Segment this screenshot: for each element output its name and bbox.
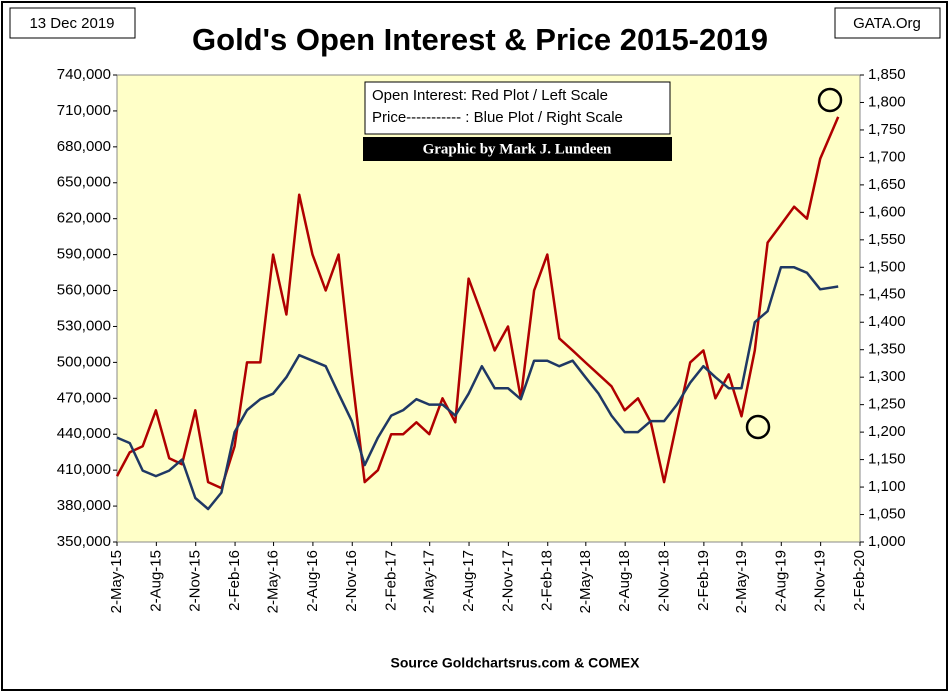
x-tick-label: 2-Feb-18: [539, 550, 556, 611]
x-tick-label: 2-Nov-19: [812, 550, 829, 612]
x-tick-label: 2-Aug-15: [147, 550, 164, 612]
x-tick-label: 2-Feb-20: [851, 550, 868, 611]
legend-text: Price----------- : Blue Plot / Right Sca…: [372, 109, 623, 126]
y2-tick-label: 1,550: [868, 231, 906, 248]
y2-tick-label: 1,450: [868, 286, 906, 303]
x-tick-label: 2-Nov-15: [187, 550, 204, 612]
y-tick-label: 650,000: [57, 174, 111, 191]
y-tick-label: 680,000: [57, 138, 111, 155]
x-tick-label: 2-Aug-17: [460, 550, 477, 612]
y2-tick-label: 1,850: [868, 66, 906, 83]
site: GATA.Org: [853, 15, 921, 32]
x-tick-label: 2-May-18: [577, 550, 594, 613]
y2-tick-label: 1,650: [868, 176, 906, 193]
y2-tick-label: 1,050: [868, 505, 906, 522]
y2-tick-label: 1,700: [868, 148, 906, 165]
x-tick-label: 2-May-16: [265, 550, 282, 613]
y-tick-label: 380,000: [57, 497, 111, 514]
x-tick-label: 2-Feb-19: [695, 550, 712, 611]
site-box: [834, 7, 941, 39]
y-tick-label: 710,000: [57, 102, 111, 119]
y2-tick-label: 1,800: [868, 93, 906, 110]
y-tick-label: 560,000: [57, 282, 111, 299]
legend-box: [364, 81, 671, 135]
y-tick-label: 740,000: [57, 66, 111, 83]
credit: Graphic by Mark J. Lundeen: [423, 141, 612, 157]
x-tick-label: 2-May-15: [108, 550, 125, 613]
x-tick-label: 2-Nov-18: [655, 550, 672, 612]
plot: 350,000 380,000 410,000 440,000 470,000 500,0…: [57, 66, 906, 613]
y2-tick-label: 1,100: [868, 478, 906, 495]
credit-box: [363, 137, 672, 161]
x-tick-label: 2-May-19: [733, 550, 750, 613]
series-line: [115, 116, 840, 490]
y2-tick-label: 1,750: [868, 121, 906, 138]
y-tick-label: 530,000: [57, 317, 111, 334]
annotation-circle: [817, 87, 843, 113]
annotation-circle: [745, 414, 771, 440]
y2-tick-label: 1,600: [868, 203, 906, 220]
x-tick-label: 2-Aug-18: [616, 550, 633, 612]
date-box: [9, 7, 136, 39]
x-tick-label: 2-Feb-16: [226, 550, 243, 611]
y2-tick-label: 1,000: [868, 533, 906, 550]
x-tick-label: 2-May-17: [421, 550, 438, 613]
y-tick-label: 350,000: [57, 533, 111, 550]
y-tick-label: 620,000: [57, 210, 111, 227]
legend-text: Open Interest: Red Plot / Left Scale: [372, 87, 608, 104]
chart-title: Gold's Open Interest & Price 2015-2019: [192, 22, 768, 57]
y2-tick-label: 1,250: [868, 396, 906, 413]
x-tick-label: 2-Nov-17: [499, 550, 516, 612]
x-tick-label: 2-Feb-17: [383, 550, 400, 611]
y-tick-label: 470,000: [57, 389, 111, 406]
source: Source Goldchartsrus.com & COMEX: [391, 655, 641, 671]
y2-tick-label: 1,300: [868, 368, 906, 385]
series-line: [116, 266, 839, 511]
y2-tick-label: 1,350: [868, 341, 906, 358]
y2-tick-label: 1,150: [868, 451, 906, 468]
x-tick-label: 2-Aug-16: [304, 550, 321, 612]
x-tick-label: 2-Aug-19: [772, 550, 789, 612]
y2-tick-label: 1,200: [868, 423, 906, 440]
x-tick-label: 2-Nov-16: [343, 550, 360, 612]
y-tick-label: 500,000: [57, 353, 111, 370]
y-tick-label: 440,000: [57, 425, 111, 442]
y-tick-label: 590,000: [57, 246, 111, 263]
y-tick-label: 410,000: [57, 461, 111, 478]
date-stamp: 13 Dec 2019: [29, 15, 114, 32]
y2-tick-label: 1,500: [868, 258, 906, 275]
y2-tick-label: 1,400: [868, 313, 906, 330]
